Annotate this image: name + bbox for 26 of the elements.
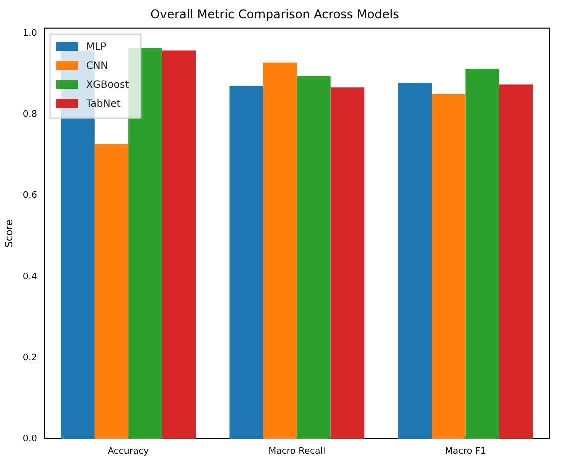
bar bbox=[499, 84, 534, 440]
bar bbox=[398, 83, 432, 440]
legend-label: TabNet bbox=[85, 98, 121, 110]
legend-label: XGBoost bbox=[86, 80, 130, 91]
bar bbox=[330, 88, 365, 440]
y-tick-label: 0.8 bbox=[22, 110, 38, 120]
bar bbox=[230, 86, 264, 440]
bar bbox=[297, 76, 331, 440]
y-tick-label: 0.2 bbox=[22, 353, 38, 364]
y-tick-label: 0.0 bbox=[22, 434, 38, 445]
legend-label: MLP bbox=[86, 42, 107, 53]
y-tick-label: 0.4 bbox=[22, 272, 38, 282]
bar bbox=[466, 68, 500, 440]
y-tick-label: 0.6 bbox=[22, 191, 38, 202]
bar bbox=[162, 50, 196, 440]
x-tick-label: Accuracy bbox=[108, 446, 150, 457]
y-tick-label: 1.0 bbox=[22, 29, 38, 40]
legend-label: CNN bbox=[86, 60, 108, 72]
bar bbox=[263, 62, 298, 440]
x-tick-label: Macro Recall bbox=[268, 446, 326, 457]
bar bbox=[432, 94, 466, 440]
bar bbox=[128, 48, 162, 440]
chart-title: Overall Metric Comparison Across Models bbox=[150, 7, 400, 22]
bar bbox=[94, 144, 129, 440]
x-tick-label: Macro F1 bbox=[445, 446, 486, 457]
y-axis-title: Score bbox=[4, 220, 16, 248]
